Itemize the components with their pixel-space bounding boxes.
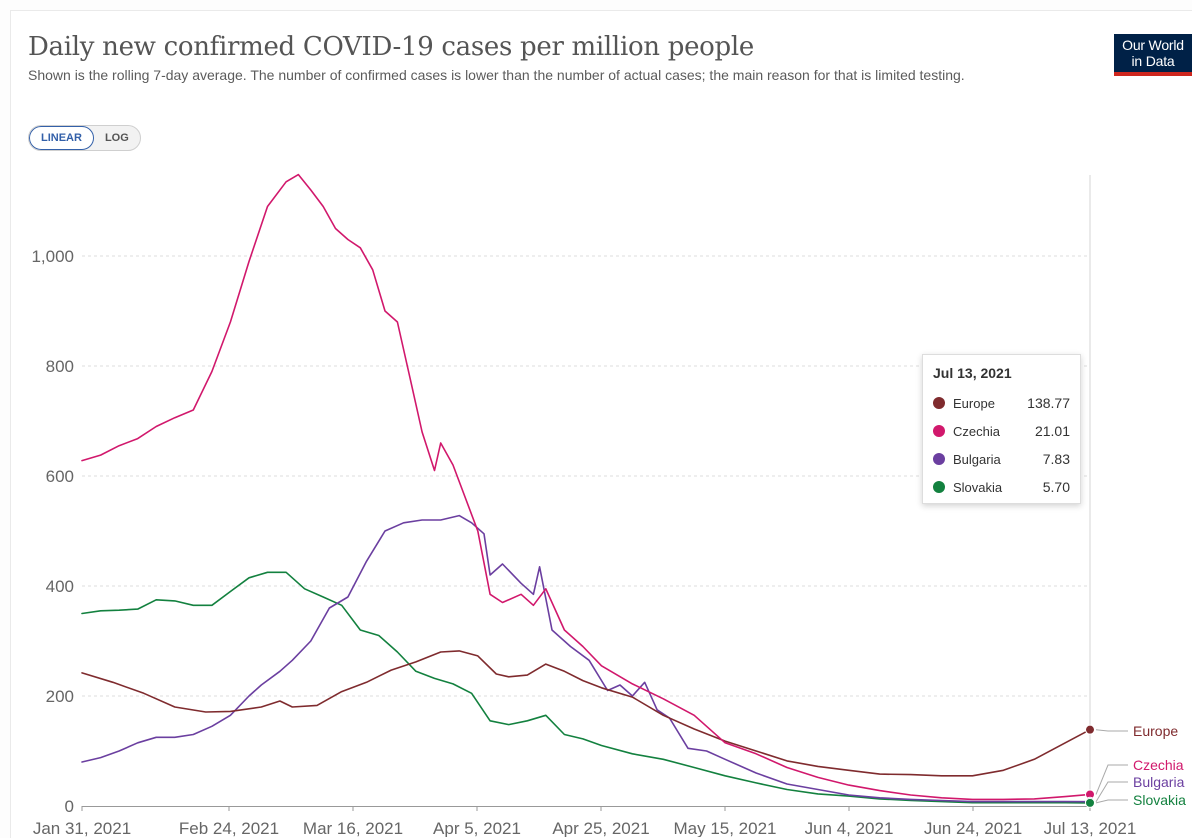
tooltip-series-name: Slovakia	[953, 479, 1003, 495]
end-marker-europe	[1085, 724, 1095, 735]
x-tick-label: Jun 24, 2021	[924, 819, 1022, 837]
y-tick-label: 0	[65, 797, 74, 816]
y-tick-label: 600	[46, 467, 74, 486]
linear-scale-button[interactable]: LINEAR	[29, 126, 94, 150]
owid-logo[interactable]: Our World in Data	[1114, 34, 1192, 76]
y-tick-label: 1,000	[31, 247, 74, 266]
tooltip-date: Jul 13, 2021	[933, 365, 1012, 381]
x-tick-label: Jun 4, 2021	[805, 819, 894, 837]
tooltip-row-slovakia: Slovakia 5.70	[933, 473, 1070, 501]
tooltip-series-value: 5.70	[1042, 479, 1070, 495]
chart-title: Daily new confirmed COVID-19 cases per m…	[28, 32, 754, 62]
legend-dot-icon	[933, 481, 945, 493]
series-line-europe	[81, 650, 1091, 777]
end-label-connector	[1095, 781, 1128, 802]
series-line-bulgaria	[81, 514, 1091, 803]
scale-toggle: LINEAR LOG	[28, 125, 141, 151]
chart-subtitle: Shown is the rolling 7-day average. The …	[28, 67, 965, 83]
end-label-slovakia: Slovakia	[1133, 792, 1186, 808]
legend-dot-icon	[933, 425, 945, 437]
x-tick-label: Apr 5, 2021	[433, 819, 521, 837]
tooltip-series-value: 138.77	[1027, 395, 1070, 411]
tooltip-row-europe: Europe 138.77	[933, 389, 1070, 417]
tooltip-series-name: Bulgaria	[953, 451, 1001, 467]
tooltip-series-name: Europe	[953, 395, 995, 411]
x-tick-label: Jul 13, 2021	[1044, 819, 1137, 837]
end-marker-slovakia	[1085, 797, 1095, 808]
end-label-bulgaria: Bulgaria	[1133, 774, 1185, 790]
tooltip-series-name: Czechia	[953, 423, 1000, 439]
end-label-connector	[1095, 729, 1128, 732]
logo-line-1: Our World	[1122, 37, 1184, 53]
legend-dot-icon	[933, 453, 945, 465]
x-tick-label: Feb 24, 2021	[179, 819, 279, 837]
tooltip-rows: Europe 138.77 Czechia 21.01 Bulgaria 7.83 Slov…	[933, 389, 1070, 501]
end-label-connector	[1095, 799, 1128, 804]
x-tick-label: Apr 25, 2021	[552, 819, 649, 837]
tooltip-series-value: 21.01	[1034, 423, 1070, 439]
series-line-czechia	[81, 173, 1091, 801]
end-label-czechia: Czechia	[1133, 757, 1184, 773]
y-tick-label: 400	[46, 577, 74, 596]
series-line-slovakia	[81, 571, 1091, 804]
tooltip-series-value: 7.83	[1042, 451, 1070, 467]
tooltip-row-czechia: Czechia 21.01	[933, 417, 1070, 445]
x-tick-label: May 15, 2021	[673, 819, 776, 837]
end-label-connector	[1095, 764, 1128, 795]
end-label-europe: Europe	[1133, 723, 1178, 739]
logo-line-2: in Data	[1131, 53, 1175, 69]
y-tick-label: 800	[46, 357, 74, 376]
legend-dot-icon	[933, 397, 945, 409]
hover-tooltip: Jul 13, 2021 Europe 138.77 Czechia 21.01 Bul…	[922, 354, 1081, 504]
x-tick-label: Jan 31, 2021	[33, 819, 131, 837]
log-scale-button[interactable]: LOG	[104, 132, 129, 144]
x-tick-label: Mar 16, 2021	[303, 819, 403, 837]
tooltip-row-bulgaria: Bulgaria 7.83	[933, 445, 1070, 473]
y-tick-label: 200	[46, 687, 74, 706]
